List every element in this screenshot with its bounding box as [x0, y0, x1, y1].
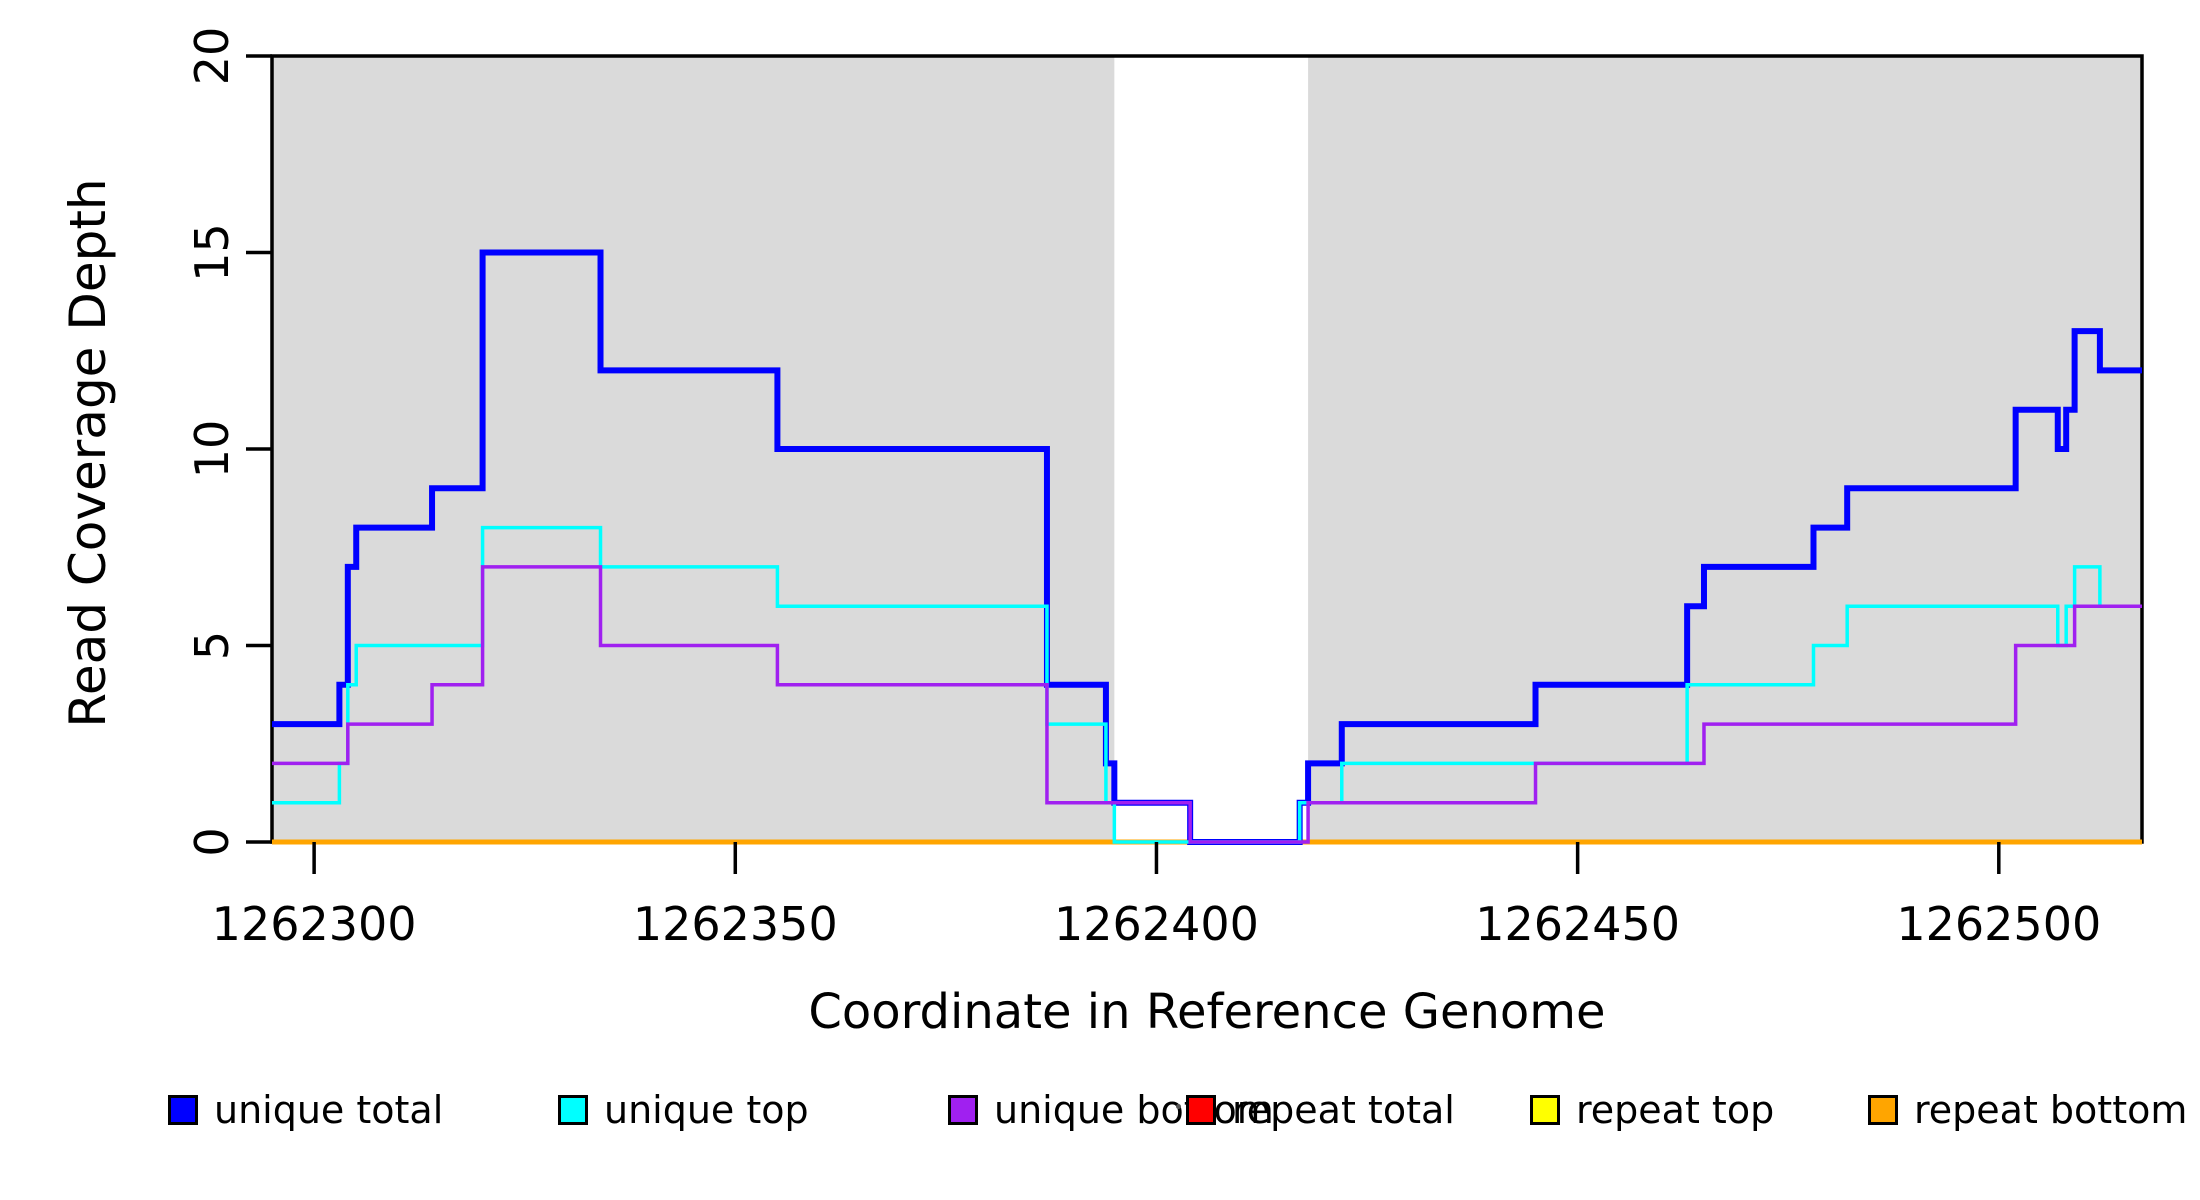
legend-label: unique top: [604, 1088, 809, 1132]
legend-item-unique-bottom: unique bottom: [948, 1088, 1274, 1132]
legend-item-repeat-bottom: repeat bottom: [1868, 1088, 2187, 1132]
legend-swatch-repeat-top: [1530, 1095, 1560, 1125]
legend-label: repeat top: [1576, 1088, 1775, 1132]
series-line-unique-bottom: [272, 565, 2142, 844]
y-tick-label: 5: [185, 631, 239, 660]
x-tick-label: 1262300: [212, 897, 417, 951]
x-tick-label: 1262450: [1475, 897, 1680, 951]
legend-item-unique-total: unique total: [168, 1088, 443, 1132]
legend-item-repeat-top: repeat top: [1530, 1088, 1774, 1132]
y-tick-label: 20: [185, 27, 239, 86]
legend-swatch-unique-bottom: [948, 1095, 978, 1125]
x-tick-label: 1262350: [633, 897, 838, 951]
x-tick-label: 1262400: [1054, 897, 1259, 951]
shaded-region: [1308, 56, 2142, 842]
x-axis-title: Coordinate in Reference Genome: [808, 984, 1606, 1040]
y-tick-label: 15: [185, 223, 239, 282]
stray-dot: [1176, 1104, 1181, 1109]
legend-item-unique-top: unique top: [558, 1088, 809, 1132]
legend-label: unique bottom: [994, 1088, 1274, 1132]
y-tick-label: 10: [185, 420, 239, 479]
legend-item-repeat-total: repeat total: [1186, 1088, 1455, 1132]
legend-label: repeat bottom: [1914, 1088, 2188, 1132]
legend-swatch-unique-top: [558, 1095, 588, 1125]
legend: unique total unique top unique bottom repea…: [0, 1088, 2200, 1148]
legend-label: repeat total: [1232, 1088, 1455, 1132]
legend-swatch-repeat-total: [1186, 1095, 1216, 1125]
legend-label: unique total: [214, 1088, 444, 1132]
legend-swatch-repeat-bottom: [1868, 1095, 1898, 1125]
x-tick-label: 1262500: [1896, 897, 2101, 951]
y-tick-label: 0: [185, 827, 239, 856]
legend-swatch-unique-total: [168, 1095, 198, 1125]
y-axis-title: Read Coverage Depth: [59, 178, 117, 728]
